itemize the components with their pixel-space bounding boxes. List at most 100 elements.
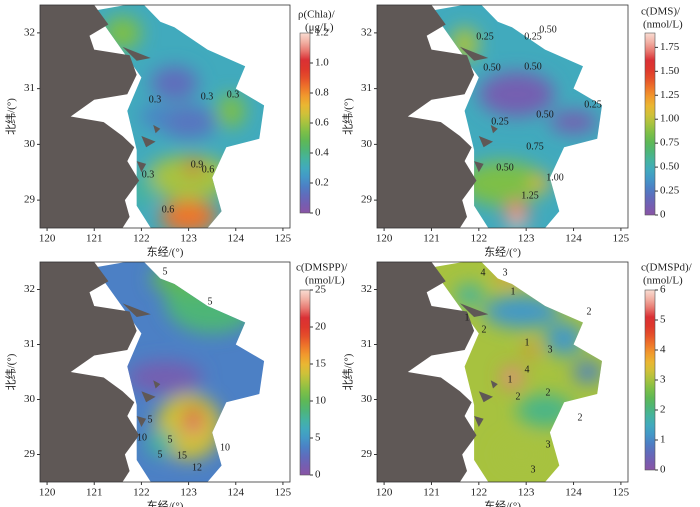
x-tick-label: 125 (275, 487, 292, 499)
x-tick-label: 124 (565, 487, 582, 499)
contour-label: 0.50 (524, 61, 542, 72)
colorbar-tick-label: 0.8 (315, 87, 329, 99)
plot-frame (39, 261, 291, 483)
island (474, 416, 484, 427)
map-panel: 120 121 122 123 124 125 29 30 31 32 东经/(°) 北纬/(°) 0.… (342, 4, 683, 259)
colorbar-title: (nmol/L) (305, 275, 345, 287)
land (40, 262, 140, 482)
contour-label: 12 (192, 462, 202, 473)
y-tick-label: 30 (361, 393, 373, 405)
contour-label: 10 (137, 432, 147, 443)
x-tick-label: 125 (613, 233, 630, 245)
y-tick-label: 30 (24, 138, 36, 150)
x-tick-label: 122 (133, 233, 150, 245)
contour-label: 4 (481, 267, 486, 278)
contour-label: 0.9 (191, 159, 204, 170)
island (490, 380, 498, 389)
field-blob (146, 429, 175, 458)
colorbar-title: (nmol/L) (643, 19, 683, 31)
colorbar-title: c(DMS)/ (641, 6, 681, 18)
y-tick-label: 29 (361, 194, 373, 206)
contour-label: 0.50 (483, 62, 501, 73)
contour-label: 1 (511, 286, 516, 297)
land (377, 262, 477, 482)
plot-frame (376, 261, 629, 483)
colorbar-tick-label: 0.75 (660, 137, 680, 149)
island (459, 46, 489, 61)
contour-label: 0.3 (149, 94, 162, 105)
colorbar-tick-label: 0.6 (315, 117, 329, 129)
colorbar-title: (μg/L) (305, 22, 334, 34)
x-axis-label: 东经/(°) (484, 500, 521, 507)
colorbar-tick-label: 10 (315, 395, 327, 407)
colorbar-tick-label: 5 (660, 314, 666, 326)
field-blob (549, 110, 598, 134)
field-blob (525, 343, 537, 357)
x-axis-label: 东经/(°) (484, 246, 521, 259)
colorbar-tick-label: 0 (660, 209, 666, 221)
field-blob (146, 155, 232, 201)
field-blob (160, 105, 217, 139)
colorbar-title: ρ(Chla)/ (298, 9, 336, 21)
island (136, 161, 147, 173)
colorbar-tick-label: 5 (315, 432, 321, 444)
island (141, 136, 156, 148)
field-blob (516, 394, 574, 427)
contour-label: 0.25 (584, 99, 602, 110)
x-tick-label: 121 (86, 233, 103, 245)
contour-label: 2 (587, 306, 592, 317)
contour-label: 0.75 (526, 141, 544, 152)
colorbar-tick-label: 3 (660, 374, 666, 386)
contour-label: 0.50 (539, 24, 557, 35)
colorbar-tick-label: 15 (315, 358, 327, 370)
island (474, 161, 484, 173)
field-blob (478, 71, 555, 117)
colorbar-tick-label: 1.2 (315, 27, 329, 39)
colorbar-title: (nmol/L) (643, 275, 683, 287)
y-tick-label: 31 (361, 338, 372, 350)
x-tick-label: 120 (39, 487, 56, 499)
contour-label: 15 (177, 450, 187, 461)
field-blobs (450, 27, 598, 229)
y-tick-label: 29 (361, 448, 373, 460)
contour-label: 0.3 (142, 169, 155, 180)
colorbar (299, 289, 311, 476)
colorbar-tick-label: 0 (660, 464, 666, 476)
contour-label: 3 (531, 464, 536, 475)
contour-label: 4 (525, 364, 530, 375)
x-tick-label: 125 (275, 233, 292, 245)
x-tick-label: 120 (376, 487, 393, 499)
contour-label: 1 (508, 374, 513, 385)
contour-label: 0.3 (201, 91, 214, 102)
y-tick-label: 31 (24, 338, 35, 350)
contour-label: 10 (220, 442, 230, 453)
colorbar-tick-label: 1.50 (660, 65, 680, 77)
map-panel: 120 121 122 123 124 12529303132东经/(°)北纬/(°)55… (5, 262, 349, 507)
contour-label: 2 (516, 391, 521, 402)
field-blob (103, 16, 142, 50)
contour-label: 2 (578, 412, 583, 423)
colorbar-tick-label: 6 (660, 284, 666, 296)
x-tick-label: 124 (228, 487, 245, 499)
contour-label: 5 (168, 434, 173, 445)
x-tick-label: 123 (518, 233, 535, 245)
x-tick-label: 123 (518, 487, 535, 499)
field-blob (216, 94, 246, 128)
contour-label: 1.25 (521, 190, 539, 201)
colorbar-tick-label: 0.25 (660, 185, 680, 197)
x-tick-label: 121 (86, 487, 103, 499)
field-blob (507, 372, 517, 383)
contour-label: 3 (503, 267, 508, 278)
y-tick-label: 32 (361, 26, 372, 38)
y-axis-label: 北纬/(°) (5, 353, 18, 390)
y-tick-label: 31 (24, 82, 35, 94)
field-blob (141, 105, 170, 128)
island (122, 303, 151, 317)
contour-label: 1 (465, 312, 470, 323)
island (122, 46, 151, 61)
x-axis-label: 东经/(°) (147, 500, 184, 507)
contour-label: 3 (548, 344, 553, 355)
contour-label: 5 (208, 296, 213, 307)
colorbar-tick-label: 0.50 (660, 161, 680, 173)
